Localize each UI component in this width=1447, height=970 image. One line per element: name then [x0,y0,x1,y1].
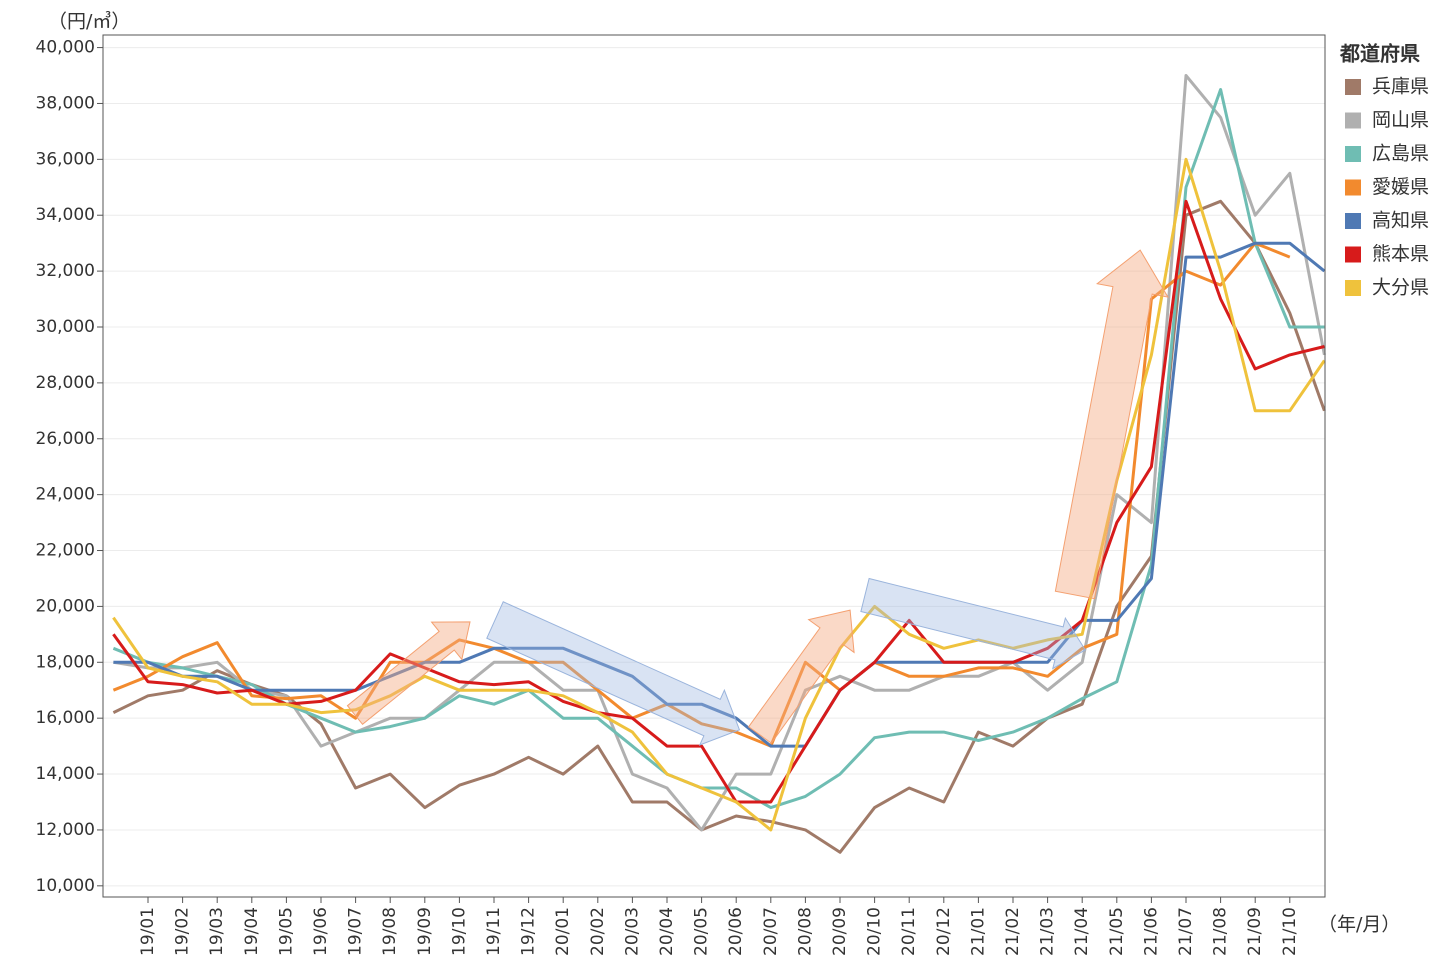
trend-arrow [747,609,855,744]
x-tick-label: 21/10 [1280,907,1300,956]
legend-label: 愛媛県 [1372,176,1429,198]
series-line [112,88,1325,810]
x-tick-label: 20/08 [795,907,815,956]
legend-swatch [1345,79,1361,95]
x-tick-label: 19/11 [484,907,504,956]
series-line [113,241,1326,748]
legend-swatch [1345,112,1361,129]
x-tick-label: 20/12 [934,907,954,956]
y-tick-label: 14,000 [36,764,95,784]
x-tick-label: 20/05 [692,907,712,956]
y-tick-label: 16,000 [36,708,95,728]
legend-swatch [1345,146,1361,162]
x-tick-label: 19/12 [519,907,539,956]
x-tick-label: 19/10 [449,907,469,956]
legend-swatch [1345,213,1361,229]
x-tick-label: 19/09 [415,907,435,956]
y-tick-label: 34,000 [36,205,95,225]
x-tick-label: 21/02 [1003,907,1023,956]
x-tick-label: 21/09 [1245,907,1265,956]
y-tick-label: 28,000 [36,373,95,393]
x-tick-label: 21/03 [1038,907,1058,956]
x-tick-label: 19/03 [207,907,227,956]
x-tick-label: 20/06 [726,907,746,956]
series-line [112,199,1326,854]
lines [112,74,1326,854]
legend-title: 都道府県 [1339,42,1420,66]
trend-arrows [346,249,1169,746]
x-tick-label: 20/09 [830,907,850,956]
y-tick-label: 26,000 [36,429,95,449]
y-tick-label: 40,000 [36,38,95,58]
x-tick-label: 19/01 [138,907,158,956]
x-tick-label: 20/10 [865,907,885,956]
x-tick-label: 20/02 [588,907,608,956]
legend-label: 兵庫県 [1372,76,1429,98]
x-tick-label: 20/07 [761,907,781,956]
x-tick-label: 20/11 [899,907,919,956]
x-tick-label: 20/04 [657,907,677,956]
x-axis-label: （年/月） [1318,914,1400,936]
series-line [112,157,1326,832]
legend-swatch [1345,246,1361,263]
y-tick-label: 10,000 [36,876,95,896]
legend-label: 大分県 [1372,277,1429,299]
x-tick-label: 19/06 [311,907,331,956]
y-tick-label: 38,000 [36,93,95,113]
x-tick-label: 21/04 [1072,907,1092,956]
plot-frame [102,34,1326,898]
x-tick-label: 21/07 [1176,907,1196,956]
x-tick-label: 20/03 [622,907,642,956]
legend-label: 岡山県 [1372,109,1429,131]
y-tick-label: 20,000 [36,596,95,616]
x-tick-label: 20/01 [553,907,573,956]
trend-arrow [860,577,1086,670]
y-tick-label: 24,000 [36,485,95,505]
x-tick-label: 19/04 [242,907,262,956]
x-tick-label: 19/02 [173,907,193,956]
legend-label: 高知県 [1372,210,1429,232]
y-tick-label: 30,000 [36,317,95,337]
x-tick-label: 19/07 [346,907,366,956]
x-tick-label: 19/05 [276,907,296,956]
x-tick-label: 21/05 [1107,907,1127,956]
y-tick-label: 12,000 [36,820,95,840]
y-tick-label: 32,000 [36,261,95,281]
y-axis-label: （円/㎥） [48,11,130,33]
x-tick-label: 21/08 [1211,907,1231,956]
trend-arrow [486,601,741,746]
series-line [112,241,1291,748]
legend-label: 広島県 [1372,143,1429,165]
legend-swatch [1345,179,1361,196]
x-tick-label: 21/01 [968,907,988,956]
y-tick-label: 22,000 [36,541,95,561]
trend-arrow [346,621,471,726]
x-tick-label: 21/06 [1141,907,1161,956]
trend-arrow [1054,249,1169,600]
y-tick-label: 18,000 [36,652,95,672]
series-line [112,199,1325,804]
x-tick-label: 19/08 [380,907,400,956]
legend-swatch [1345,280,1361,296]
y-tick-label: 36,000 [36,149,95,169]
grid [103,47,1325,887]
legend-label: 熊本県 [1372,243,1429,265]
series-line [113,74,1326,832]
